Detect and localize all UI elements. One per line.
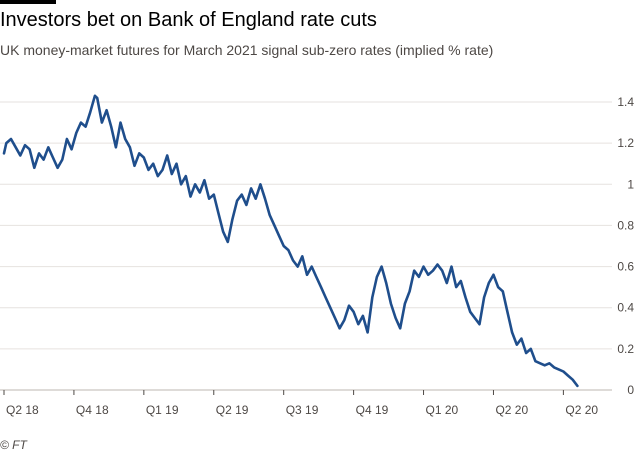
y-tick-label: 0.2 xyxy=(617,342,634,356)
chart-subtitle: UK money-market futures for March 2021 s… xyxy=(0,42,494,58)
y-tick-label: 1.2 xyxy=(617,136,634,150)
series-line xyxy=(2,94,579,388)
x-tick-label: Q1 19 xyxy=(146,403,179,417)
line-chart: 00.20.40.60.811.21.4 Q2 18 Q4 18 Q1 19 Q2 1… xyxy=(0,94,634,417)
x-tick-label: Q4 18 xyxy=(76,403,109,417)
x-tick-label: Q4 19 xyxy=(356,403,389,417)
y-tick-label: 1 xyxy=(627,177,634,191)
x-tick-label: Q1 20 xyxy=(426,403,459,417)
y-tick-label: 1.4 xyxy=(617,95,634,109)
y-axis-ticks: 0 0.2 0.4 0.6 0.8 1 1.2 1.4 xyxy=(617,95,634,397)
y-tick-label: 0.4 xyxy=(617,301,634,315)
x-tick-label: Q2 20 xyxy=(495,403,528,417)
header-accent-bar xyxy=(0,0,56,4)
x-tick-label: Q3 19 xyxy=(286,403,319,417)
y-tick-label: 0.8 xyxy=(617,218,634,232)
x-tick-label: Q2 19 xyxy=(216,403,249,417)
x-tick-label: Q2 20 xyxy=(565,403,598,417)
x-tick-label: Q2 18 xyxy=(6,403,39,417)
source-credit: © FT xyxy=(0,438,27,452)
y-tick-label: 0.6 xyxy=(617,260,634,274)
gridlines xyxy=(0,101,612,391)
chart-title: Investors bet on Bank of England rate cu… xyxy=(0,9,377,31)
y-tick-label: 0 xyxy=(627,383,634,397)
x-axis-ticks: Q2 18 Q4 18 Q1 19 Q2 19 Q3 19 Q4 19 Q1 20 Q2 20… xyxy=(3,390,598,417)
